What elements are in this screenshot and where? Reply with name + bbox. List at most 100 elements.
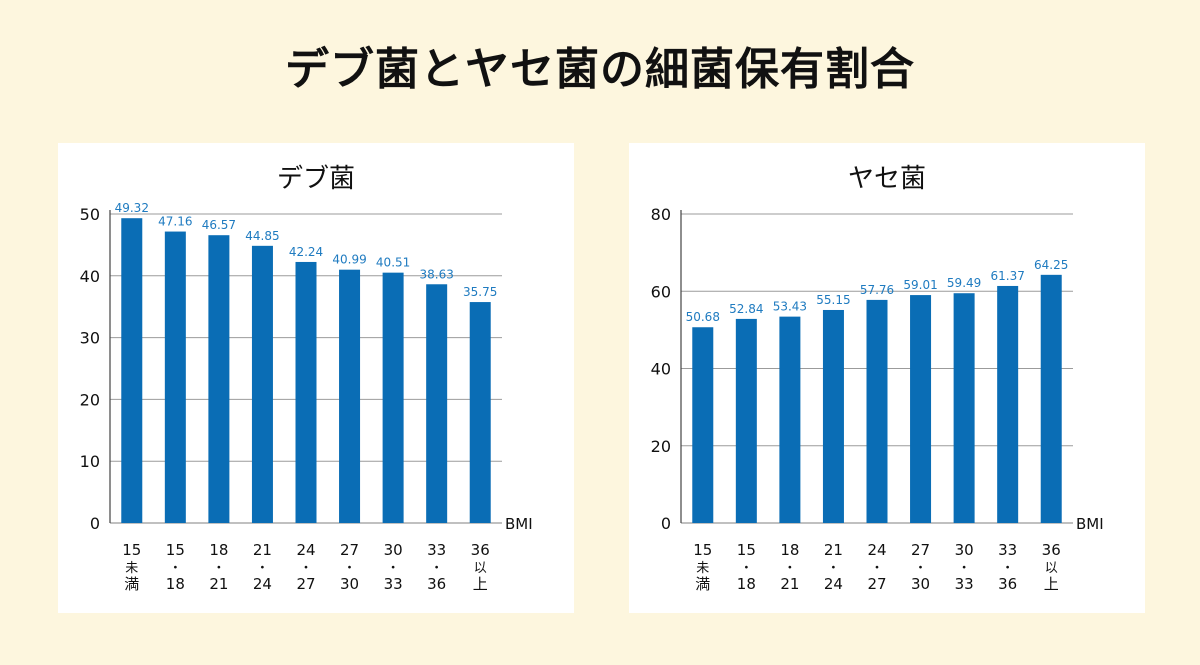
data-label: 57.76 — [860, 283, 894, 297]
bar — [953, 293, 975, 523]
data-label: 64.25 — [1034, 258, 1068, 272]
data-label: 44.85 — [245, 229, 279, 243]
x-tick-label: ・ — [740, 561, 753, 576]
x-tick-label: 33 — [955, 575, 974, 593]
x-tick-label: 15 — [737, 541, 756, 559]
x-tick-label: 18 — [780, 541, 799, 559]
x-tick-label: 以 — [1045, 561, 1058, 576]
bar — [295, 261, 317, 523]
x-tick-label: 21 — [824, 541, 843, 559]
data-label: 46.57 — [202, 218, 236, 232]
x-tick-label: 21 — [253, 541, 272, 559]
data-label: 35.75 — [463, 285, 497, 299]
x-tick-label: 27 — [867, 575, 886, 593]
data-label: 49.32 — [115, 201, 149, 215]
bar-chart-yase: 020406080BMI50.6815未満52.8415・1853.4318・2… — [651, 205, 1104, 593]
page-title: デブ菌とヤセ菌の細菌保有割合 — [285, 44, 915, 95]
data-label: 40.99 — [332, 253, 366, 267]
bar-chart-debu: 01020304050BMI49.3215未満47.1615・1846.5718… — [80, 201, 533, 593]
x-tick-label: 30 — [340, 575, 359, 593]
x-tick-label: 30 — [955, 541, 974, 559]
bar — [164, 231, 186, 523]
x-tick-label: 15 — [122, 541, 141, 559]
x-tick-label: 21 — [209, 575, 228, 593]
y-tick-label: 50 — [80, 205, 100, 224]
data-label: 50.68 — [686, 310, 720, 324]
chart-title: ヤセ菌 — [847, 164, 926, 194]
y-tick-label: 60 — [651, 282, 671, 301]
data-label: 53.43 — [773, 300, 807, 314]
x-tick-label: ・ — [914, 561, 927, 576]
x-tick-label: 27 — [340, 541, 359, 559]
x-tick-label: 33 — [427, 541, 446, 559]
x-tick-label: 18 — [209, 541, 228, 559]
bar — [426, 284, 448, 523]
x-tick-label: ・ — [256, 561, 269, 576]
y-tick-label: 0 — [661, 514, 671, 533]
x-tick-label: 上 — [473, 575, 488, 593]
bar — [997, 285, 1019, 523]
x-tick-label: 36 — [427, 575, 446, 593]
x-tick-label: 満 — [695, 575, 710, 593]
data-label: 59.01 — [903, 278, 937, 292]
bar — [469, 302, 491, 523]
y-tick-label: 80 — [651, 205, 671, 224]
x-tick-label: 未 — [696, 561, 709, 576]
x-tick-label: 30 — [911, 575, 930, 593]
bar — [1040, 274, 1062, 523]
bar — [251, 245, 273, 523]
y-tick-label: 40 — [651, 360, 671, 379]
x-tick-label: ・ — [1001, 561, 1014, 576]
x-tick-label: ・ — [387, 561, 400, 576]
x-tick-label: 15 — [166, 541, 185, 559]
y-tick-label: 10 — [80, 452, 100, 471]
x-tick-label: 33 — [384, 575, 403, 593]
x-tick-label: 未 — [125, 561, 138, 576]
x-tick-label: 27 — [296, 575, 315, 593]
x-tick-label: 上 — [1044, 575, 1059, 593]
x-tick-label: 36 — [471, 541, 490, 559]
data-label: 61.37 — [990, 269, 1024, 283]
x-tick-label: 36 — [1042, 541, 1061, 559]
y-tick-label: 20 — [651, 437, 671, 456]
chart-title: デブ菌 — [276, 164, 355, 194]
y-tick-label: 0 — [90, 514, 100, 533]
bar — [822, 309, 844, 523]
x-tick-label: 30 — [384, 541, 403, 559]
x-tick-label: ・ — [783, 561, 796, 576]
x-tick-label: ・ — [343, 561, 356, 576]
x-tick-label: ・ — [169, 561, 182, 576]
x-tick-label: 18 — [166, 575, 185, 593]
bar — [692, 327, 714, 523]
data-label: 52.84 — [729, 302, 763, 316]
x-tick-label: 18 — [737, 575, 756, 593]
data-label: 38.63 — [419, 267, 453, 281]
x-tick-label: ・ — [870, 561, 883, 576]
x-tick-label: ・ — [212, 561, 225, 576]
x-tick-label: 33 — [998, 541, 1017, 559]
y-tick-label: 40 — [80, 267, 100, 286]
bar — [121, 218, 143, 523]
data-label: 42.24 — [289, 245, 323, 259]
chart-panel-debu: デブ菌 0 10 20 30 40 50 BMI 49.32 15 未満 47.16 15 ・ 18 46.… — [58, 143, 574, 613]
x-tick-label: ・ — [299, 561, 312, 576]
x-tick-label: 満 — [124, 575, 139, 593]
bar — [208, 235, 230, 524]
bar — [339, 269, 361, 523]
x-tick-label: 36 — [998, 575, 1017, 593]
x-tick-label: 24 — [253, 575, 272, 593]
x-tick-label: 24 — [824, 575, 843, 593]
x-axis-label: BMI — [1076, 515, 1104, 533]
bar — [779, 316, 801, 523]
x-tick-label: ・ — [430, 561, 443, 576]
x-axis-label: BMI — [505, 515, 533, 533]
x-tick-label: 24 — [296, 541, 315, 559]
x-tick-label: 27 — [911, 541, 930, 559]
data-label: 55.15 — [816, 293, 850, 307]
data-label: 47.16 — [158, 215, 192, 229]
chart-panel-yase: ヤセ菌 0 20 40 60 80 BMI 50.68 15 未満 52.84 15 ・ 18 53.43… — [629, 143, 1145, 613]
x-tick-label: ・ — [958, 561, 971, 576]
x-tick-label: 15 — [693, 541, 712, 559]
data-label: 59.49 — [947, 276, 981, 290]
data-label: 40.51 — [376, 256, 410, 270]
